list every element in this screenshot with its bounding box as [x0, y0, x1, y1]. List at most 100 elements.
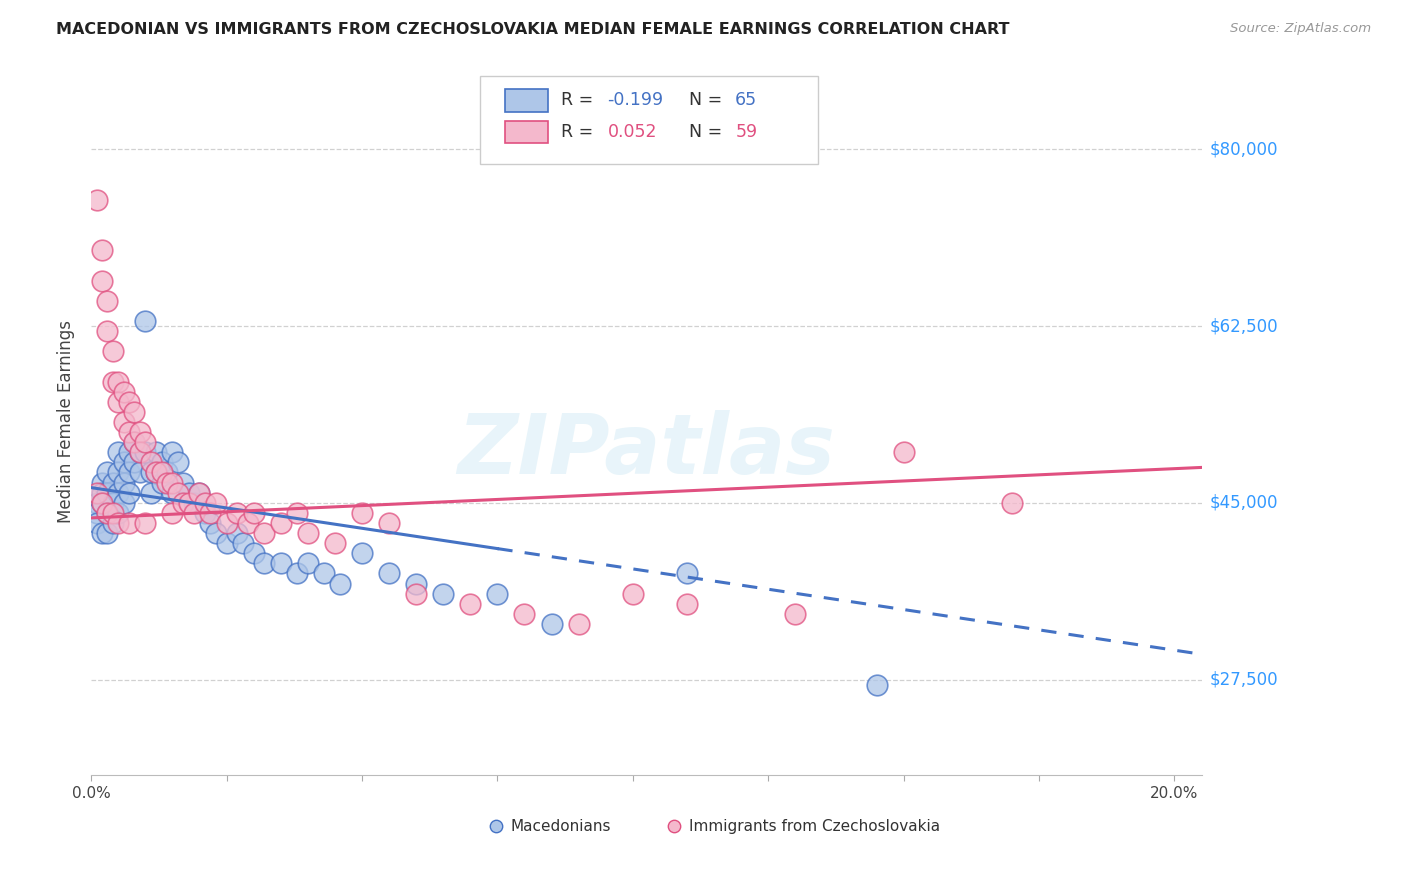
Point	[91, 475, 114, 490]
Point	[112, 384, 135, 399]
Point	[129, 425, 152, 439]
Point	[297, 526, 319, 541]
Point	[101, 475, 124, 490]
Point	[893, 445, 915, 459]
Point	[253, 557, 276, 571]
Point	[204, 526, 226, 541]
Point	[486, 587, 509, 601]
FancyBboxPatch shape	[505, 89, 547, 112]
Point	[676, 566, 699, 581]
Point	[139, 466, 162, 480]
Point	[1001, 496, 1024, 510]
Point	[107, 466, 129, 480]
FancyBboxPatch shape	[479, 76, 818, 164]
Point	[156, 466, 179, 480]
Point	[86, 516, 108, 530]
Text: $45,000: $45,000	[1211, 494, 1278, 512]
Point	[194, 496, 217, 510]
Point	[172, 475, 194, 490]
Point	[96, 526, 118, 541]
Y-axis label: Median Female Earnings: Median Female Earnings	[58, 320, 75, 524]
Point	[134, 314, 156, 328]
Point	[215, 516, 238, 530]
Point	[285, 506, 308, 520]
Text: -0.199: -0.199	[607, 91, 664, 110]
Point	[785, 607, 807, 621]
Point	[134, 435, 156, 450]
Point	[139, 485, 162, 500]
Point	[312, 566, 335, 581]
Point	[238, 516, 260, 530]
Point	[91, 244, 114, 258]
Point	[513, 607, 536, 621]
Point	[540, 617, 562, 632]
Point	[200, 516, 222, 530]
Point	[107, 445, 129, 459]
Point	[101, 516, 124, 530]
Text: $27,500: $27,500	[1211, 671, 1278, 689]
Point	[145, 445, 167, 459]
Point	[183, 496, 205, 510]
Point	[226, 526, 249, 541]
Point	[112, 455, 135, 469]
Point	[204, 496, 226, 510]
Point	[86, 506, 108, 520]
Point	[162, 475, 184, 490]
Point	[166, 485, 188, 500]
Point	[242, 546, 264, 560]
Point	[112, 496, 135, 510]
Point	[91, 496, 114, 510]
Point	[177, 485, 200, 500]
Point	[107, 394, 129, 409]
Point	[96, 506, 118, 520]
Point	[215, 536, 238, 550]
Text: R =: R =	[561, 91, 599, 110]
Point	[86, 485, 108, 500]
Point	[139, 455, 162, 469]
Text: Immigrants from Czechoslovakia: Immigrants from Czechoslovakia	[689, 819, 939, 834]
Point	[91, 526, 114, 541]
Point	[101, 496, 124, 510]
Point	[177, 496, 200, 510]
Point	[107, 506, 129, 520]
Point	[124, 455, 146, 469]
Point	[405, 576, 427, 591]
Point	[107, 516, 129, 530]
Point	[112, 415, 135, 429]
Point	[96, 485, 118, 500]
Point	[124, 405, 146, 419]
Point	[124, 435, 146, 450]
Point	[200, 506, 222, 520]
Text: N =: N =	[689, 91, 727, 110]
Text: $80,000: $80,000	[1211, 140, 1278, 158]
Point	[150, 475, 173, 490]
Point	[865, 677, 887, 691]
Point	[323, 536, 346, 550]
Point	[101, 375, 124, 389]
Point	[676, 597, 699, 611]
Point	[91, 274, 114, 288]
Point	[134, 516, 156, 530]
Point	[226, 506, 249, 520]
Point	[350, 546, 373, 560]
Point	[232, 536, 254, 550]
Point	[91, 496, 114, 510]
Point	[405, 587, 427, 601]
Point	[162, 485, 184, 500]
Text: R =: R =	[561, 123, 599, 141]
Point	[270, 516, 292, 530]
Point	[96, 506, 118, 520]
Text: 65: 65	[735, 91, 758, 110]
Point	[378, 516, 401, 530]
Point	[101, 506, 124, 520]
Point	[107, 375, 129, 389]
Point	[150, 455, 173, 469]
Point	[172, 496, 194, 510]
Point	[162, 506, 184, 520]
Point	[129, 445, 152, 459]
Point	[124, 435, 146, 450]
Point	[86, 193, 108, 207]
Text: N =: N =	[689, 123, 727, 141]
Point	[166, 455, 188, 469]
Point	[96, 324, 118, 338]
